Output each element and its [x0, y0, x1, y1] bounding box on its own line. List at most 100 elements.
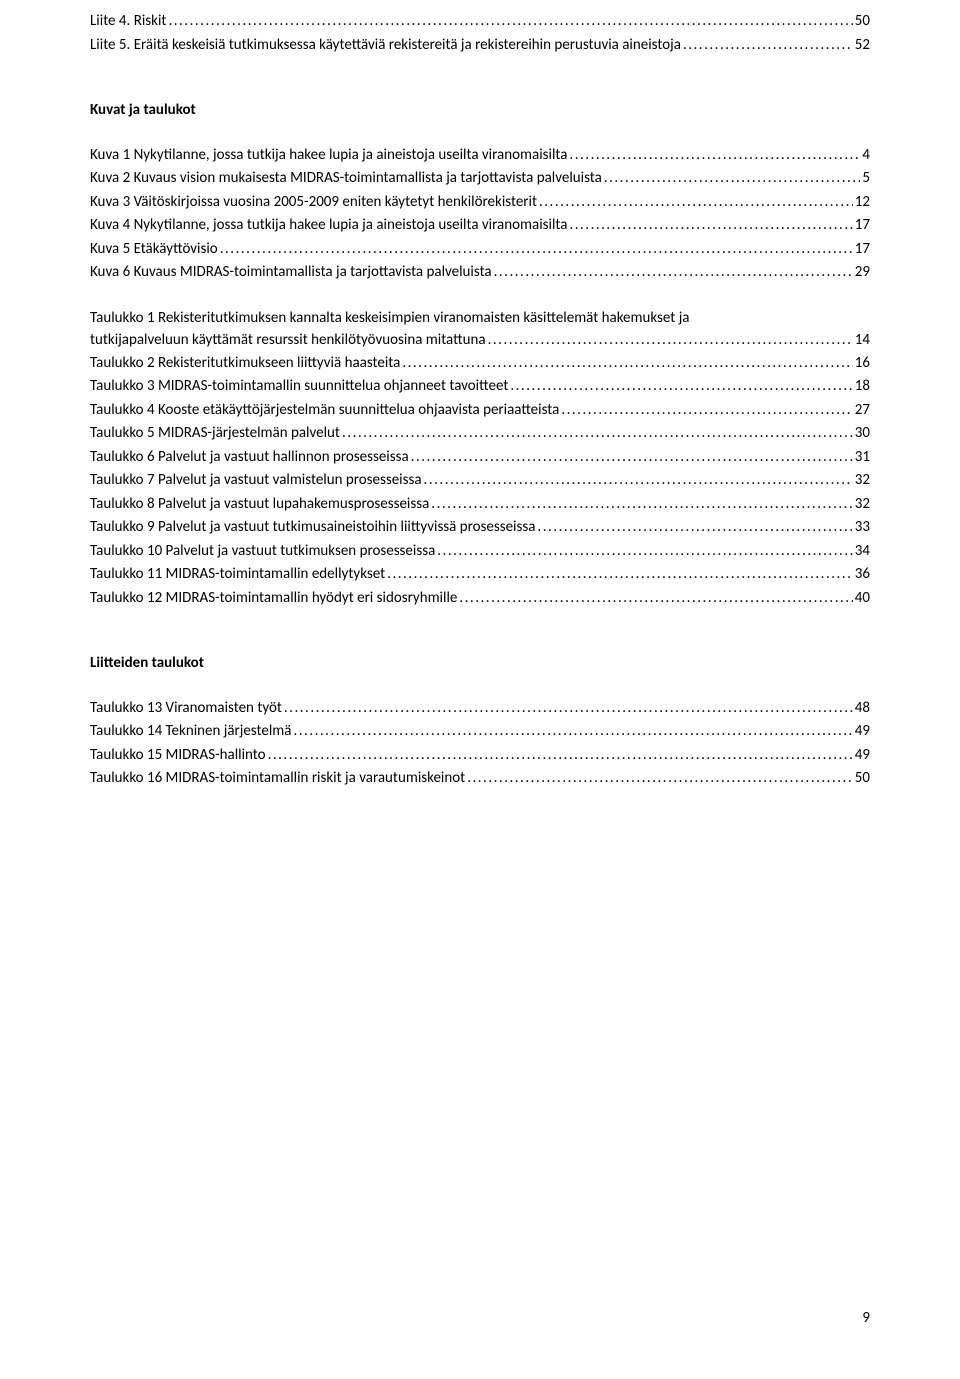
toc-page: 32 [855, 493, 870, 516]
toc-entry: Taulukko 15 MIDRAS-hallinto 49 [90, 744, 870, 767]
toc-label-line2: tutkijapalveluun käyttämät resurssit hen… [90, 329, 486, 352]
kuvat-list: Kuva 1 Nykytilanne, jossa tutkija hakee … [90, 144, 870, 284]
toc-page: 18 [855, 375, 870, 398]
toc-entry: Taulukko 9 Palvelut ja vastuut tutkimusa… [90, 516, 870, 539]
toc-label: Taulukko 7 Palvelut ja vastuut valmistel… [90, 469, 422, 492]
toc-page: 16 [855, 352, 870, 375]
toc-dots [683, 34, 853, 57]
toc-dots [387, 563, 853, 586]
toc-entry: Taulukko 12 MIDRAS-toimintamallin hyödyt… [90, 587, 870, 610]
toc-page: 12 [855, 191, 870, 214]
toc-dots [561, 399, 852, 422]
toc-entry: Kuva 6 Kuvaus MIDRAS-toimintamallista ja… [90, 261, 870, 284]
toc-dots [467, 767, 853, 790]
toc-dots [539, 191, 853, 214]
toc-label: Taulukko 5 MIDRAS-järjestelmän palvelut [90, 422, 340, 445]
spacer [90, 285, 870, 307]
toc-entry: Kuva 3 Väitöskirjoissa vuosina 2005-2009… [90, 191, 870, 214]
toc-dots [431, 493, 852, 516]
toc-label: Liite 5. Eräitä keskeisiä tutkimuksessa … [90, 34, 681, 57]
toc-label: Kuva 4 Nykytilanne, jossa tutkija hakee … [90, 214, 567, 237]
toc-entry: Taulukko 11 MIDRAS-toimintamallin edelly… [90, 563, 870, 586]
toc-entry: Taulukko 2 Rekisteritutkimukseen liittyv… [90, 352, 870, 375]
toc-label: Taulukko 11 MIDRAS-toimintamallin edelly… [90, 563, 385, 586]
taulukot-list: Taulukko 1 Rekisteritutkimuksen kannalta… [90, 307, 870, 610]
toc-entry: Taulukko 7 Palvelut ja vastuut valmistel… [90, 469, 870, 492]
toc-page: 29 [855, 261, 870, 284]
toc-page: 49 [855, 744, 870, 767]
toc-dots [488, 329, 853, 352]
toc-entry: Taulukko 10 Palvelut ja vastuut tutkimuk… [90, 540, 870, 563]
toc-dots [569, 214, 852, 237]
toc-label-line1: Taulukko 1 Rekisteritutkimuksen kannalta… [90, 307, 870, 330]
toc-dots [411, 446, 853, 469]
toc-dots [268, 744, 853, 767]
toc-label: Kuva 6 Kuvaus MIDRAS-toimintamallista ja… [90, 261, 492, 284]
toc-dots [424, 469, 853, 492]
toc-page: 17 [855, 214, 870, 237]
toc-label: Taulukko 12 MIDRAS-toimintamallin hyödyt… [90, 587, 457, 610]
toc-dots [537, 516, 852, 539]
toc-entry: Taulukko 3 MIDRAS-toimintamallin suunnit… [90, 375, 870, 398]
toc-page: 27 [855, 399, 870, 422]
toc-entry: Kuva 5 Etäkäyttövisio 17 [90, 238, 870, 261]
toc-dots [168, 10, 852, 33]
liite-list: Liite 4. Riskit 50 Liite 5. Eräitä keske… [90, 10, 870, 56]
toc-dots [293, 720, 852, 743]
toc-entry: Taulukko 13 Viranomaisten työt 48 [90, 697, 870, 720]
toc-dots [284, 697, 853, 720]
toc-entry: Kuva 1 Nykytilanne, jossa tutkija hakee … [90, 144, 870, 167]
toc-entry: Liite 4. Riskit 50 [90, 10, 870, 33]
toc-entry: Taulukko 14 Tekninen järjestelmä 49 [90, 720, 870, 743]
toc-page: 50 [855, 10, 870, 33]
toc-page: 52 [855, 34, 870, 57]
toc-dots [402, 352, 852, 375]
toc-page: 30 [855, 422, 870, 445]
toc-label: Taulukko 10 Palvelut ja vastuut tutkimuk… [90, 540, 435, 563]
toc-label: Taulukko 9 Palvelut ja vastuut tutkimusa… [90, 516, 535, 539]
toc-label: Taulukko 2 Rekisteritutkimukseen liittyv… [90, 352, 400, 375]
toc-label: Kuva 1 Nykytilanne, jossa tutkija hakee … [90, 144, 567, 167]
toc-label: Taulukko 3 MIDRAS-toimintamallin suunnit… [90, 375, 508, 398]
toc-page: 5 [862, 167, 870, 190]
toc-dots [459, 587, 852, 610]
toc-page: 4 [862, 144, 870, 167]
toc-entry: Kuva 4 Nykytilanne, jossa tutkija hakee … [90, 214, 870, 237]
toc-page: 50 [855, 767, 870, 790]
section-heading-kuvat: Kuvat ja taulukot [90, 99, 870, 122]
toc-dots [220, 238, 853, 261]
toc-entry: Taulukko 5 MIDRAS-järjestelmän palvelut … [90, 422, 870, 445]
toc-dots [510, 375, 852, 398]
toc-label: Taulukko 15 MIDRAS-hallinto [90, 744, 266, 767]
toc-label: Liite 4. Riskit [90, 10, 166, 33]
toc-label: Taulukko 13 Viranomaisten työt [90, 697, 282, 720]
toc-entry: Liite 5. Eräitä keskeisiä tutkimuksessa … [90, 34, 870, 57]
toc-page: 40 [855, 587, 870, 610]
toc-page: 14 [855, 329, 870, 352]
toc-page: 49 [855, 720, 870, 743]
toc-dots [494, 261, 853, 284]
section-heading-liitteiden: Liitteiden taulukot [90, 652, 870, 675]
toc-page: 32 [855, 469, 870, 492]
toc-entry: Kuva 2 Kuvaus vision mukaisesta MIDRAS-t… [90, 167, 870, 190]
toc-page: 36 [855, 563, 870, 586]
toc-page: 33 [855, 516, 870, 539]
toc-label: Kuva 3 Väitöskirjoissa vuosina 2005-2009… [90, 191, 537, 214]
toc-dots [569, 144, 860, 167]
toc-entry-multiline: Taulukko 1 Rekisteritutkimuksen kannalta… [90, 307, 870, 352]
toc-entry: Taulukko 6 Palvelut ja vastuut hallinnon… [90, 446, 870, 469]
toc-page: 34 [855, 540, 870, 563]
toc-label: Kuva 2 Kuvaus vision mukaisesta MIDRAS-t… [90, 167, 602, 190]
toc-label: Taulukko 14 Tekninen järjestelmä [90, 720, 291, 743]
toc-label: Taulukko 16 MIDRAS-toimintamallin riskit… [90, 767, 465, 790]
toc-label: Kuva 5 Etäkäyttövisio [90, 238, 218, 261]
liitteiden-list: Taulukko 13 Viranomaisten työt 48 Tauluk… [90, 697, 870, 790]
toc-page: 48 [855, 697, 870, 720]
toc-entry: Taulukko 4 Kooste etäkäyttöjärjestelmän … [90, 399, 870, 422]
toc-label: Taulukko 4 Kooste etäkäyttöjärjestelmän … [90, 399, 559, 422]
page-number: 9 [862, 1307, 870, 1330]
toc-dots [437, 540, 853, 563]
toc-entry: Taulukko 16 MIDRAS-toimintamallin riskit… [90, 767, 870, 790]
toc-dots [604, 167, 861, 190]
toc-page: 31 [855, 446, 870, 469]
